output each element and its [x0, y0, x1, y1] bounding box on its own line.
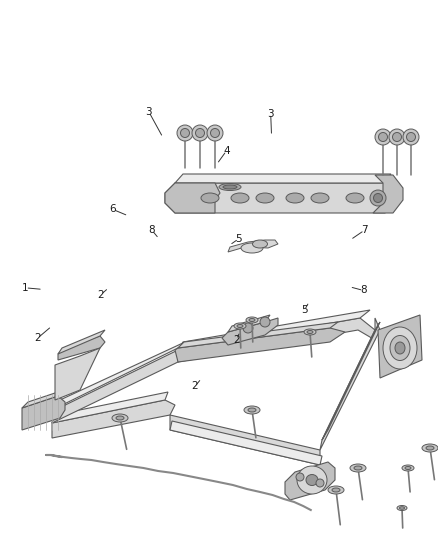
Ellipse shape — [201, 193, 219, 203]
Ellipse shape — [307, 330, 313, 334]
Ellipse shape — [244, 406, 260, 414]
Ellipse shape — [195, 128, 205, 138]
Text: 7: 7 — [361, 225, 368, 235]
Ellipse shape — [260, 317, 270, 327]
Text: 3: 3 — [267, 109, 274, 118]
Ellipse shape — [296, 473, 304, 481]
Ellipse shape — [237, 325, 243, 327]
Ellipse shape — [252, 240, 268, 248]
Text: 2: 2 — [97, 290, 104, 300]
Text: 2: 2 — [233, 335, 240, 344]
Text: 8: 8 — [360, 286, 367, 295]
Ellipse shape — [306, 474, 318, 486]
Text: 2: 2 — [34, 334, 41, 343]
Ellipse shape — [180, 128, 190, 138]
Polygon shape — [52, 400, 175, 438]
Ellipse shape — [219, 183, 241, 190]
Ellipse shape — [346, 193, 364, 203]
Ellipse shape — [297, 466, 327, 494]
Text: 8: 8 — [148, 225, 155, 235]
Polygon shape — [178, 318, 375, 362]
Text: 5: 5 — [235, 234, 242, 244]
Polygon shape — [52, 342, 185, 423]
Ellipse shape — [234, 323, 246, 329]
Ellipse shape — [332, 488, 340, 492]
Ellipse shape — [311, 193, 329, 203]
Text: 5: 5 — [301, 305, 308, 315]
Ellipse shape — [211, 128, 219, 138]
Ellipse shape — [241, 243, 263, 253]
Ellipse shape — [116, 416, 124, 420]
Ellipse shape — [192, 125, 208, 141]
Text: 6: 6 — [110, 205, 117, 214]
Polygon shape — [58, 330, 105, 354]
Ellipse shape — [392, 133, 402, 141]
Polygon shape — [170, 421, 322, 465]
Ellipse shape — [350, 464, 366, 472]
Ellipse shape — [248, 408, 256, 412]
Ellipse shape — [403, 129, 419, 145]
Ellipse shape — [422, 444, 438, 452]
Polygon shape — [178, 310, 370, 350]
Polygon shape — [175, 328, 345, 362]
Ellipse shape — [249, 319, 255, 321]
Ellipse shape — [354, 466, 362, 470]
Text: 4: 4 — [223, 146, 230, 156]
Ellipse shape — [390, 335, 410, 360]
Polygon shape — [228, 240, 278, 252]
Polygon shape — [165, 183, 393, 213]
Polygon shape — [165, 183, 220, 213]
Ellipse shape — [405, 466, 411, 470]
Polygon shape — [58, 336, 105, 360]
Ellipse shape — [112, 414, 128, 422]
Polygon shape — [228, 315, 270, 332]
Ellipse shape — [375, 129, 391, 145]
Ellipse shape — [243, 323, 253, 333]
Ellipse shape — [395, 342, 405, 354]
Polygon shape — [55, 348, 100, 400]
Ellipse shape — [397, 505, 407, 511]
Polygon shape — [52, 392, 168, 423]
Ellipse shape — [383, 327, 417, 369]
Ellipse shape — [231, 193, 249, 203]
Ellipse shape — [207, 125, 223, 141]
Polygon shape — [52, 342, 185, 410]
Ellipse shape — [402, 465, 414, 471]
Ellipse shape — [256, 193, 274, 203]
Polygon shape — [22, 396, 65, 430]
Ellipse shape — [426, 446, 434, 450]
Ellipse shape — [370, 190, 386, 206]
Ellipse shape — [399, 507, 405, 509]
Polygon shape — [22, 390, 64, 408]
Ellipse shape — [316, 479, 324, 487]
Polygon shape — [285, 462, 335, 500]
Text: 3: 3 — [145, 107, 152, 117]
Text: 2: 2 — [191, 382, 198, 391]
Ellipse shape — [286, 193, 304, 203]
Polygon shape — [373, 175, 403, 213]
Ellipse shape — [378, 133, 388, 141]
Polygon shape — [175, 174, 391, 183]
Text: 1: 1 — [22, 283, 29, 293]
Ellipse shape — [223, 185, 237, 189]
Ellipse shape — [304, 329, 316, 335]
Ellipse shape — [374, 193, 382, 203]
Ellipse shape — [328, 486, 344, 494]
Ellipse shape — [406, 133, 416, 141]
Polygon shape — [320, 318, 380, 450]
Polygon shape — [322, 322, 380, 440]
Polygon shape — [378, 315, 422, 378]
Polygon shape — [178, 322, 338, 348]
Polygon shape — [170, 415, 320, 465]
Polygon shape — [222, 318, 278, 345]
Ellipse shape — [389, 129, 405, 145]
Ellipse shape — [177, 125, 193, 141]
Ellipse shape — [246, 317, 258, 323]
